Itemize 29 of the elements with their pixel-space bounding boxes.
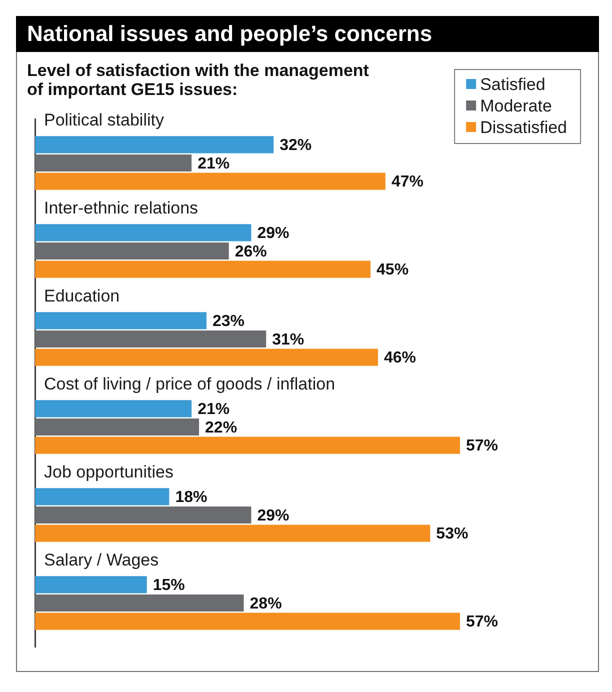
data-label: 29% (257, 225, 290, 242)
data-label: 45% (376, 262, 409, 279)
data-label: 57% (466, 438, 498, 455)
data-label: 26% (234, 243, 267, 260)
data-label: 28% (250, 595, 282, 612)
data-label: 23% (212, 313, 245, 330)
data-label: 47% (391, 174, 424, 191)
y-tick-label: Education (44, 286, 120, 306)
y-tick-label: Inter-ethnic relations (44, 198, 198, 218)
data-label: 32% (280, 137, 312, 154)
data-label: 46% (384, 350, 416, 367)
data-label: 53% (436, 526, 468, 543)
y-tick-label: Salary / Wages (44, 550, 159, 570)
legend-label: Satisfied (480, 75, 546, 94)
legend-label: Moderate (480, 96, 552, 116)
y-tick-label: Job opportunities (44, 462, 174, 482)
data-label: 15% (152, 577, 185, 594)
data-label: 31% (272, 331, 304, 348)
data-label: 21% (198, 155, 230, 172)
data-label: 57% (466, 614, 498, 631)
chart-title: National issues and people’s concerns (16, 16, 599, 52)
y-tick-label: Cost of living / price of goods / inflation (44, 374, 336, 394)
legend-label: Dissatisfied (480, 118, 568, 137)
y-tick-label: Political stability (44, 110, 164, 130)
data-label: 29% (257, 507, 290, 524)
data-label: 22% (205, 419, 238, 436)
chart-subtitle: Level of satisfaction with the management of important GE15 issues: (27, 61, 370, 99)
data-label: 21% (198, 401, 230, 418)
data-label: 18% (175, 489, 208, 506)
